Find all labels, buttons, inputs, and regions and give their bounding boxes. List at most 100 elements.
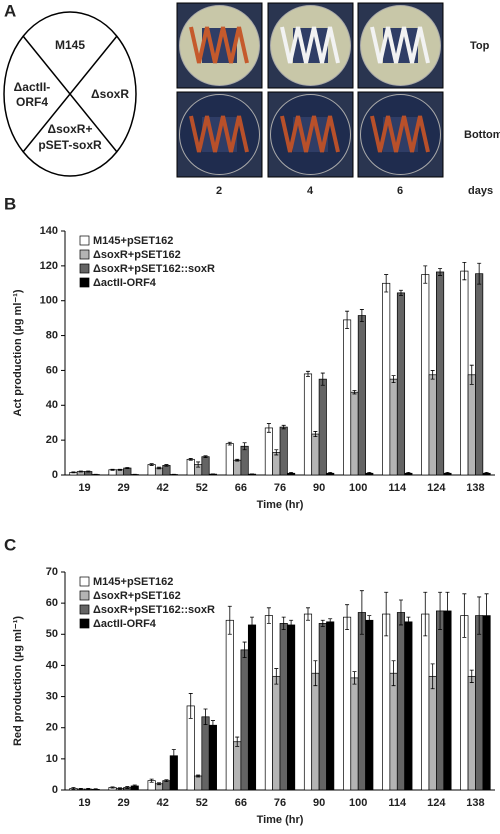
y-tick-label: 80: [46, 329, 58, 341]
x-tick-label: 76: [274, 797, 286, 809]
x-tick-label: 29: [118, 797, 130, 809]
day-label: 6: [397, 185, 403, 197]
bar: [234, 460, 241, 475]
legend-swatch: [80, 236, 89, 245]
legend-label: ΔsoxR+pSET162: [93, 590, 181, 602]
bar: [390, 673, 397, 790]
x-tick-label: 114: [388, 482, 407, 494]
y-tick-label: 140: [40, 225, 58, 237]
sector-label: M145: [55, 38, 85, 52]
x-tick-label: 19: [78, 482, 90, 494]
bar: [234, 742, 241, 790]
bar: [382, 283, 389, 475]
legend-swatch: [80, 577, 89, 586]
x-tick-label: 138: [466, 482, 484, 494]
legend-swatch: [80, 250, 89, 259]
legend-label: ΔactII-ORF4: [93, 277, 157, 289]
y-tick-label: 10: [46, 753, 58, 765]
bar: [163, 465, 170, 475]
bar: [351, 392, 358, 475]
days-label: days: [468, 185, 493, 197]
x-tick-label: 76: [274, 482, 286, 494]
y-tick-label: 100: [40, 295, 58, 307]
x-tick-label: 100: [349, 482, 367, 494]
bar: [319, 623, 326, 790]
bar: [475, 274, 482, 475]
bar: [280, 623, 287, 790]
bar: [248, 625, 255, 790]
legend-swatch: [80, 605, 89, 614]
bar: [461, 271, 468, 475]
y-tick-label: 40: [46, 399, 58, 411]
x-tick-label: 42: [157, 797, 169, 809]
bar: [422, 614, 429, 790]
bar: [287, 625, 294, 790]
plate-photos: [177, 3, 443, 177]
y-tick-label: 120: [40, 260, 58, 272]
bar: [280, 427, 287, 475]
legend-swatch: [80, 278, 89, 287]
y-tick-label: 0: [52, 469, 58, 481]
bar: [304, 614, 311, 790]
bar: [468, 676, 475, 790]
bar: [273, 452, 280, 475]
x-tick-label: 52: [196, 797, 208, 809]
bar: [444, 611, 451, 790]
bar: [304, 374, 311, 475]
x-tick-label: 52: [196, 482, 208, 494]
bar: [397, 293, 404, 475]
x-tick-label: 100: [349, 797, 367, 809]
x-tick-label: 66: [235, 482, 247, 494]
panel-label: C: [4, 535, 16, 554]
bar: [226, 444, 233, 475]
legend-label: ΔsoxR+pSET162::soxR: [93, 263, 215, 275]
row-label: Bottom: [464, 129, 500, 141]
bar: [366, 620, 373, 790]
legend-swatch: [80, 591, 89, 600]
bar: [358, 316, 365, 475]
legend-swatch: [80, 619, 89, 628]
bar: [382, 614, 389, 790]
bar: [202, 717, 209, 790]
y-axis-title: Act production (µg ml⁻¹): [12, 289, 24, 416]
y-tick-label: 60: [46, 597, 58, 609]
bar: [461, 616, 468, 790]
day-label: 2: [216, 185, 222, 197]
bar: [483, 616, 490, 790]
x-tick-label: 124: [427, 797, 446, 809]
bar: [312, 434, 319, 475]
bar: [319, 379, 326, 475]
x-tick-label: 90: [313, 482, 325, 494]
x-tick-label: 114: [388, 797, 407, 809]
bar: [429, 676, 436, 790]
bar: [273, 676, 280, 790]
x-tick-label: 66: [235, 797, 247, 809]
bar: [226, 620, 233, 790]
row-label: Top: [470, 40, 490, 52]
bar: [241, 446, 248, 475]
bar: [405, 622, 412, 790]
sector-label: ΔsoxR+: [48, 122, 93, 136]
panel-label: A: [4, 1, 16, 20]
bar: [422, 275, 429, 475]
bar: [241, 650, 248, 790]
legend-label: M145+pSET162: [93, 235, 173, 247]
bar: [390, 379, 397, 475]
legend-label: ΔactII-ORF4: [93, 618, 157, 630]
y-tick-label: 20: [46, 434, 58, 446]
y-tick-label: 0: [52, 784, 58, 796]
x-axis-title: Time (hr): [257, 499, 304, 511]
bar: [148, 465, 155, 475]
sector-label: pSET-soxR: [38, 138, 102, 152]
y-tick-label: 40: [46, 659, 58, 671]
panel-label: B: [4, 194, 16, 213]
bar: [429, 375, 436, 475]
x-tick-label: 19: [78, 797, 90, 809]
bar: [468, 375, 475, 475]
bar: [326, 622, 333, 790]
bar: [187, 459, 194, 475]
y-tick-label: 70: [46, 566, 58, 578]
bar: [124, 468, 131, 475]
legend-swatch: [80, 264, 89, 273]
bar: [351, 678, 358, 790]
